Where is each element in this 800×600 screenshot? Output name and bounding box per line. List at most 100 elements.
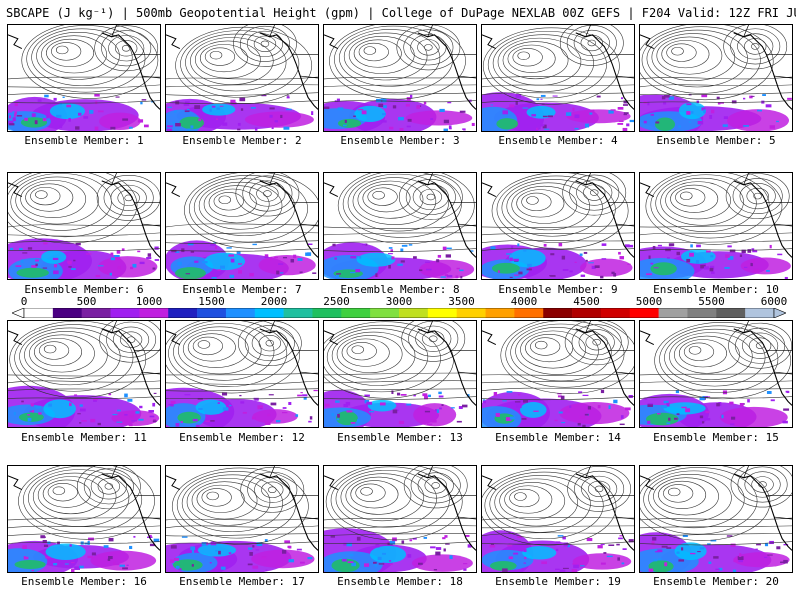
- colorbar-tick-label: 4500: [573, 295, 600, 308]
- cape-height-map: [8, 173, 160, 279]
- colorbar-segment: [427, 308, 457, 318]
- ensemble-member-caption: Ensemble Member: 12: [179, 431, 305, 444]
- colorbar-tick-label: 5000: [635, 295, 663, 308]
- colorbar-tick-label: 1000: [135, 295, 163, 308]
- colorbar-segment: [283, 308, 313, 318]
- ensemble-member-caption: Ensemble Member: 11: [21, 431, 147, 444]
- colorbar-segment: [139, 308, 169, 318]
- colorbar-tick-label: 4000: [510, 295, 538, 308]
- cape-height-map: [166, 173, 318, 279]
- colorbar-segment: [168, 308, 198, 318]
- ensemble-member-map: [323, 465, 477, 573]
- colorbar-segment: [514, 308, 544, 318]
- colorbar-tick-label: 5500: [698, 295, 725, 308]
- cape-height-map: [482, 466, 634, 572]
- colorbar-segment: [399, 308, 429, 318]
- colorbar-segment: [687, 308, 717, 318]
- ensemble-member-map: [165, 465, 319, 573]
- ensemble-member-map: [481, 172, 635, 280]
- ensemble-member-map: [639, 465, 793, 573]
- colorbar-segment: [254, 308, 284, 318]
- ensemble-member-caption: Ensemble Member: 6: [24, 283, 144, 296]
- colorbar-tick-label: 6000: [760, 295, 788, 308]
- cape-height-map: [640, 173, 792, 279]
- ensemble-member-caption: Ensemble Member: 5: [656, 134, 776, 147]
- ensemble-member-caption: Ensemble Member: 4: [498, 134, 618, 147]
- colorbar-segment: [543, 308, 573, 318]
- colorbar-segment: [341, 308, 371, 318]
- cape-height-map: [166, 466, 318, 572]
- ensemble-member-map: [7, 320, 161, 428]
- colorbar-tick-label: 3000: [385, 295, 413, 308]
- ensemble-member-map: [165, 320, 319, 428]
- colorbar-tick-label: 0: [20, 295, 28, 308]
- ensemble-member-map: [481, 24, 635, 132]
- cape-height-map: [640, 321, 792, 427]
- colorbar-high-arrow: [773, 308, 786, 318]
- ensemble-member-map: [323, 320, 477, 428]
- cape-height-map: [482, 321, 634, 427]
- cape-height-map: [640, 25, 792, 131]
- colorbar-tick-label: 500: [76, 295, 97, 308]
- cape-height-map: [8, 466, 160, 572]
- map-title: SBCAPE (J kg⁻¹) | 500mb Geopotential Hei…: [6, 6, 796, 20]
- ensemble-member-map: [323, 172, 477, 280]
- ensemble-member-caption: Ensemble Member: 3: [340, 134, 460, 147]
- colorbar-tick-label: 3500: [448, 295, 475, 308]
- ensemble-member-map: [639, 320, 793, 428]
- cape-height-map: [324, 173, 476, 279]
- ensemble-member-caption: Ensemble Member: 16: [21, 575, 147, 588]
- cape-height-map: [482, 173, 634, 279]
- cape-height-map: [324, 25, 476, 131]
- ensemble-member-caption: Ensemble Member: 20: [653, 575, 779, 588]
- colorbar-segment: [600, 308, 631, 318]
- colorbar-segment: [485, 308, 515, 318]
- sbcape-colorbar: [12, 308, 786, 318]
- colorbar-segment: [370, 308, 400, 318]
- cape-height-map: [640, 466, 792, 572]
- colorbar-segment: [629, 308, 659, 318]
- ensemble-member-map: [165, 172, 319, 280]
- ensemble-member-caption: Ensemble Member: 14: [495, 431, 621, 444]
- cape-height-map: [166, 25, 318, 131]
- colorbar-segment: [312, 308, 342, 318]
- cape-height-map: [166, 321, 318, 427]
- colorbar-segment: [745, 308, 775, 318]
- colorbar-segment: [52, 308, 82, 318]
- colorbar-segment: [110, 308, 140, 318]
- ensemble-member-caption: Ensemble Member: 10: [653, 283, 779, 296]
- ensemble-member-caption: Ensemble Member: 1: [24, 134, 144, 147]
- colorbar-segment: [456, 308, 486, 318]
- cape-height-map: [8, 321, 160, 427]
- ensemble-member-caption: Ensemble Member: 9: [498, 283, 618, 296]
- colorbar-tick-label: 1500: [198, 295, 225, 308]
- ensemble-member-map: [323, 24, 477, 132]
- ensemble-member-caption: Ensemble Member: 2: [182, 134, 302, 147]
- ensemble-member-map: [165, 24, 319, 132]
- cape-height-map: [482, 25, 634, 131]
- cape-height-map: [324, 321, 476, 427]
- ensemble-member-caption: Ensemble Member: 8: [340, 283, 460, 296]
- cape-height-map: [8, 25, 160, 131]
- ensemble-member-map: [7, 465, 161, 573]
- colorbar-segment: [24, 308, 54, 318]
- colorbar-segment: [197, 308, 227, 318]
- ensemble-member-map: [7, 24, 161, 132]
- ensemble-member-caption: Ensemble Member: 19: [495, 575, 621, 588]
- colorbar-low-arrow: [12, 308, 25, 318]
- colorbar-segment: [225, 308, 256, 318]
- ensemble-member-map: [639, 172, 793, 280]
- colorbar-segment: [572, 308, 602, 318]
- ensemble-member-caption: Ensemble Member: 18: [337, 575, 463, 588]
- colorbar-tick-label: 2000: [260, 295, 288, 308]
- colorbar-tick-label: 2500: [323, 295, 350, 308]
- colorbar-segment: [658, 308, 688, 318]
- ensemble-member-caption: Ensemble Member: 7: [182, 283, 302, 296]
- cape-height-map: [324, 466, 476, 572]
- colorbar-segment: [716, 308, 746, 318]
- ensemble-member-map: [481, 465, 635, 573]
- ensemble-member-map: [481, 320, 635, 428]
- ensemble-member-caption: Ensemble Member: 17: [179, 575, 305, 588]
- ensemble-member-caption: Ensemble Member: 15: [653, 431, 779, 444]
- ensemble-member-map: [639, 24, 793, 132]
